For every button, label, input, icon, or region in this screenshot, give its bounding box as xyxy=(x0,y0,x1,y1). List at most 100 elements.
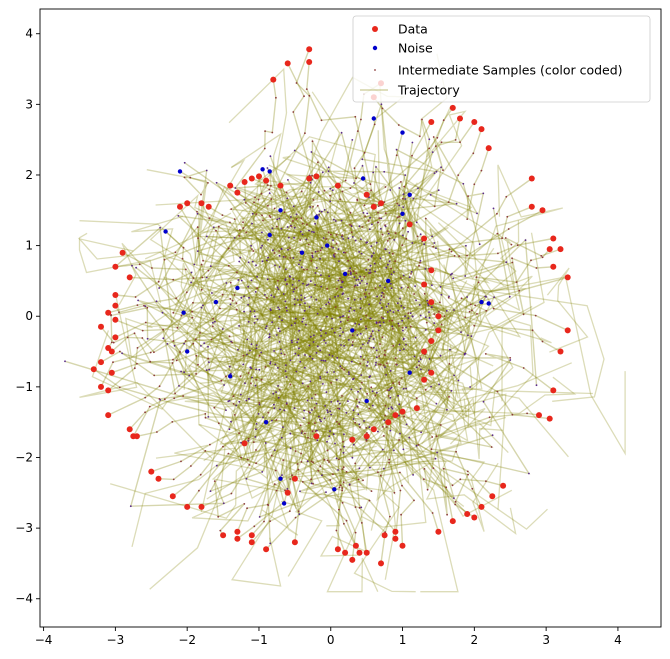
intermediate-sample-point xyxy=(337,248,340,251)
intermediate-sample-point xyxy=(357,278,360,281)
intermediate-sample-point xyxy=(398,383,401,386)
trajectory-line xyxy=(279,233,343,363)
intermediate-sample-point xyxy=(304,354,306,356)
intermediate-sample-point xyxy=(172,278,175,281)
trajectory-line xyxy=(268,448,329,577)
intermediate-sample-point xyxy=(399,349,401,352)
intermediate-sample-point xyxy=(459,141,461,144)
intermediate-sample-point xyxy=(509,357,512,359)
trajectory-line xyxy=(361,367,427,528)
trajectory-line xyxy=(198,267,315,322)
intermediate-sample-point xyxy=(204,450,207,452)
intermediate-sample-point xyxy=(233,294,236,296)
intermediate-sample-point xyxy=(289,257,292,259)
intermediate-sample-point xyxy=(364,289,367,291)
y-tick-label: −4 xyxy=(15,592,33,606)
trajectory-line xyxy=(261,387,338,536)
intermediate-sample-point xyxy=(447,296,450,299)
trajectory-line xyxy=(186,202,382,356)
intermediate-sample-point xyxy=(372,346,375,349)
intermediate-sample-point xyxy=(307,385,309,388)
intermediate-sample-point xyxy=(233,218,236,221)
intermediate-sample-point xyxy=(381,233,384,236)
intermediate-sample-point xyxy=(421,118,423,121)
intermediate-sample-point xyxy=(360,252,363,255)
intermediate-sample-point xyxy=(440,166,442,169)
intermediate-sample-point xyxy=(415,299,417,302)
trajectory-line xyxy=(257,372,423,432)
intermediate-sample-point xyxy=(279,408,281,411)
data-point xyxy=(291,539,298,546)
intermediate-sample-point xyxy=(296,341,299,344)
intermediate-sample-point xyxy=(177,215,180,217)
trajectory-line xyxy=(135,267,493,497)
data-point xyxy=(378,560,384,567)
intermediate-sample-point xyxy=(360,506,363,509)
intermediate-sample-point xyxy=(247,440,250,442)
intermediate-sample-point xyxy=(196,212,199,215)
data-point xyxy=(108,369,115,376)
intermediate-sample-point xyxy=(341,487,344,489)
intermediate-sample-point xyxy=(273,449,276,451)
intermediate-sample-point xyxy=(478,243,481,246)
intermediate-sample-point xyxy=(389,515,391,518)
intermediate-sample-point xyxy=(390,267,392,270)
intermediate-sample-point xyxy=(379,343,381,345)
trajectory-line xyxy=(111,256,295,354)
intermediate-sample-point xyxy=(345,519,348,522)
trajectory-line xyxy=(348,367,504,499)
data-point xyxy=(546,415,553,422)
trajectory-line xyxy=(367,206,533,339)
intermediate-sample-point xyxy=(399,277,402,279)
trajectory-line xyxy=(269,230,362,283)
intermediate-sample-point xyxy=(278,255,281,257)
trajectory-line xyxy=(284,171,387,263)
trajectory-line xyxy=(350,307,475,519)
intermediate-sample-point xyxy=(362,358,365,361)
intermediate-sample-point xyxy=(377,211,379,214)
intermediate-sample-point xyxy=(243,198,246,201)
intermediate-sample-point xyxy=(336,400,339,403)
intermediate-sample-point xyxy=(299,424,302,427)
intermediate-sample-point xyxy=(208,368,211,371)
data-point xyxy=(413,405,420,412)
intermediate-sample-point xyxy=(213,406,216,409)
intermediate-sample-point xyxy=(419,314,422,317)
intermediate-sample-point xyxy=(255,213,258,216)
trajectory-line xyxy=(429,287,528,438)
intermediate-sample-point xyxy=(265,325,268,328)
trajectory-line xyxy=(208,354,306,493)
intermediate-sample-point xyxy=(453,255,456,257)
trajectory-line xyxy=(365,84,403,303)
intermediate-sample-point xyxy=(207,345,209,348)
intermediate-sample-point xyxy=(401,484,403,487)
intermediate-sample-point xyxy=(385,426,388,428)
intermediate-sample-point xyxy=(344,251,347,254)
intermediate-sample-point xyxy=(381,336,384,339)
trajectory-line xyxy=(115,212,364,292)
trajectory-line xyxy=(156,281,361,554)
trajectory-line xyxy=(231,378,351,587)
intermediate-sample-point xyxy=(380,217,382,220)
intermediate-sample-point xyxy=(275,334,278,336)
intermediate-sample-point xyxy=(335,233,338,236)
intermediate-sample-point xyxy=(246,353,248,356)
intermediate-sample-point xyxy=(455,450,457,453)
intermediate-sample-point xyxy=(193,263,196,266)
intermediate-sample-point xyxy=(343,445,345,448)
trajectory-line xyxy=(246,232,312,309)
intermediate-sample-point xyxy=(289,432,292,435)
trajectory-line xyxy=(190,262,381,479)
intermediate-sample-point xyxy=(321,474,323,477)
trajectory-line xyxy=(379,313,486,445)
intermediate-sample-point xyxy=(285,191,288,194)
intermediate-sample-point xyxy=(339,448,342,451)
intermediate-sample-point xyxy=(433,205,436,208)
trajectory-line xyxy=(242,348,367,412)
data-point xyxy=(334,182,341,189)
trajectory-line xyxy=(305,361,540,464)
intermediate-sample-point xyxy=(387,263,389,266)
intermediate-sample-point xyxy=(490,446,493,448)
intermediate-sample-point xyxy=(411,154,413,157)
intermediate-sample-point xyxy=(196,210,198,213)
